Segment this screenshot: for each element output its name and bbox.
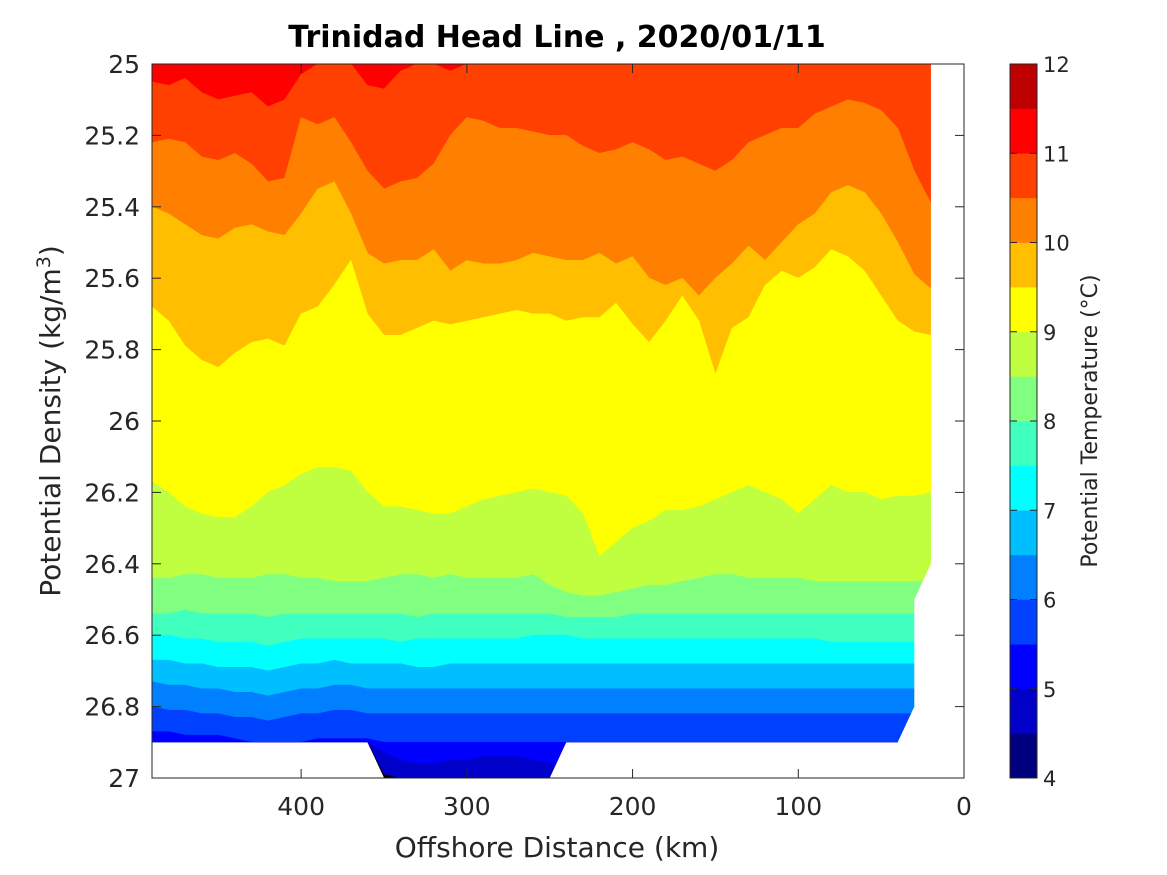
y-tick-label: 25.4 [84, 193, 140, 222]
colorbar-label: Potential Temperature (°C) [1078, 274, 1103, 567]
colorbar-tick-label: 12 [1043, 53, 1070, 77]
colorbar: 4 5 6 7 8 9 10 11 12 Potential Temperature (°C) [1009, 53, 1103, 791]
y-axis-label: Potential Density (kg/m3) [33, 245, 67, 597]
y-axis-label-sup: 3 [33, 256, 55, 268]
colorbar-band [1010, 376, 1037, 422]
plot-area: 400 300 200 100 0 25 25.2 25.4 25.6 25.8 26 26.2 26… [84, 50, 972, 821]
x-axis: 400 300 200 100 0 [277, 64, 972, 821]
x-tick-label: 100 [774, 792, 822, 821]
y-tick-label: 26.4 [84, 550, 140, 579]
colorbar-band [1010, 421, 1037, 466]
colorbar-band [1010, 465, 1037, 511]
y-tick-label: 26 [108, 407, 140, 436]
colorbar-tick-label: 10 [1043, 232, 1070, 256]
colorbar-band [1010, 644, 1037, 690]
colorbar-band [1010, 242, 1037, 288]
y-axis-label-tail: ) [34, 245, 67, 256]
y-tick-label: 25.2 [84, 121, 140, 150]
x-tick-label: 300 [443, 792, 491, 821]
colorbar-ticks: 4 5 6 7 8 9 10 11 12 [1010, 53, 1070, 791]
x-tick-label: 200 [609, 792, 657, 821]
colorbar-tick-label: 7 [1043, 499, 1056, 523]
x-tick-label: 0 [956, 792, 972, 821]
chart-title: Trinidad Head Line , 2020/01/11 [288, 20, 825, 55]
colorbar-band [1010, 599, 1037, 645]
colorbar-tick-label: 5 [1043, 678, 1056, 702]
colorbar-tick-label: 4 [1043, 767, 1056, 791]
y-axis-label-main: Potential Density (kg/m [34, 268, 67, 597]
y-tick-label: 25.6 [84, 264, 140, 293]
colorbar-tick-label: 8 [1043, 410, 1056, 434]
colorbar-band [1010, 688, 1037, 734]
colorbar-band [1010, 108, 1037, 154]
x-axis-label: Offshore Distance (km) [395, 831, 720, 864]
colorbar-band [1010, 331, 1037, 377]
y-axis: 25 25.2 25.4 25.6 25.8 26 26.2 26.4 26.6 26.8 27 [84, 50, 964, 793]
colorbar-band [1010, 197, 1037, 243]
y-tick-label: 25.8 [84, 336, 140, 365]
y-tick-label: 26.2 [84, 478, 140, 507]
colorbar-band [1010, 554, 1037, 600]
y-tick-label: 25 [108, 50, 140, 79]
y-tick-label: 26.6 [84, 621, 140, 650]
colorbar-tick-label: 11 [1043, 142, 1070, 166]
colorbar-band [1010, 733, 1037, 779]
contour-bands [152, 64, 931, 778]
colorbar-band [1010, 510, 1037, 556]
y-tick-label: 27 [108, 764, 140, 793]
y-tick-label: 26.8 [84, 693, 140, 722]
colorbar-bands [1010, 64, 1037, 779]
x-tick-label: 400 [277, 792, 325, 821]
colorbar-band [1010, 153, 1037, 199]
colorbar-tick-label: 6 [1043, 589, 1056, 613]
colorbar-band [1010, 64, 1037, 109]
colorbar-band [1010, 287, 1037, 333]
colorbar-tick-label: 9 [1043, 321, 1056, 345]
